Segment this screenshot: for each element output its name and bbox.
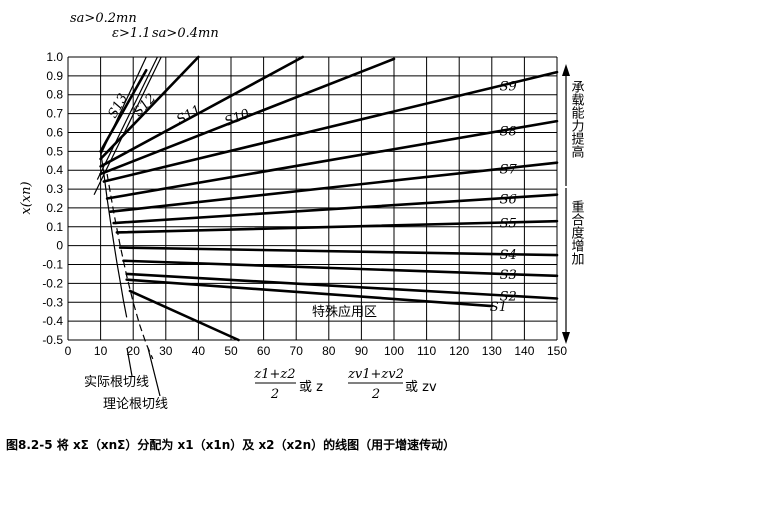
- figure-caption: 图8.2-5 将 xΣ（xnΣ）分配为 x1（x1n）及 x2（x2n）的线图（…: [6, 438, 456, 452]
- theory-root-pointer: [147, 347, 161, 397]
- svg-text:或 zv: 或 zv: [405, 380, 437, 395]
- annotation-eps: ε>1.1: [112, 26, 151, 41]
- y-tick-label: 0.7: [46, 107, 63, 121]
- series-line-s9: [102, 70, 559, 183]
- series-line-s13: [99, 68, 148, 153]
- theory-root-cut-line: [106, 173, 154, 360]
- root-cut-lines: [100, 151, 154, 360]
- series-label-s4: S4: [500, 248, 517, 263]
- series-line-s2: [125, 272, 559, 300]
- series-line-s4: [118, 246, 559, 257]
- x-tick-label: 150: [547, 344, 567, 358]
- x-axis-label-2: zv1+zv2 2 或 zv: [347, 367, 437, 402]
- series-label-s2: S2: [500, 289, 517, 304]
- svg-text:2: 2: [270, 387, 279, 402]
- y-tick-label: 0.5: [46, 144, 63, 158]
- y-axis-ticks: 1.0 0.9 0.8 0.7 0.6 0.5 0.4 0.3 0.2 0.1 0 -0.1 -0.2 -…: [42, 50, 63, 347]
- y-tick-label: 0.3: [46, 182, 63, 196]
- series-line-s10: [99, 57, 396, 176]
- y-tick-label: 0: [56, 239, 63, 253]
- series-line-s3: [122, 259, 559, 278]
- series-line-s1: [125, 278, 494, 308]
- x-tick-label: 30: [159, 344, 173, 358]
- y-tick-label: 0.8: [46, 88, 63, 102]
- y-tick-label: 0.6: [46, 125, 63, 139]
- y-tick-label: -0.2: [42, 276, 63, 290]
- series-label-s6: S6: [500, 192, 517, 207]
- series-lines: [99, 55, 559, 342]
- x-tick-label: 60: [257, 344, 271, 358]
- svg-text:zv1+zv2: zv1+zv2: [347, 367, 404, 382]
- series-line-s6: [112, 193, 559, 225]
- x-tick-label: 90: [355, 344, 369, 358]
- aux-line: [96, 56, 158, 180]
- series-label-s7: S7: [500, 163, 518, 178]
- y-tick-label: -0.5: [42, 333, 63, 347]
- x-tick-label: 10: [94, 344, 108, 358]
- right-arrow-down: 重合度增加: [562, 188, 584, 344]
- series-line-s12: [99, 55, 200, 161]
- series-label-s5: S5: [500, 217, 517, 232]
- y-tick-label: -0.1: [42, 258, 63, 272]
- series-label-s1: S1: [490, 300, 507, 315]
- svg-text:2: 2: [371, 387, 380, 402]
- series-label-s10: S10: [223, 107, 252, 130]
- svg-text:或 z: 或 z: [299, 380, 323, 395]
- series-label-s12: S12: [131, 91, 159, 120]
- series-line-s8: [105, 119, 559, 200]
- x-tick-label: 120: [449, 344, 469, 358]
- svg-text:z1+z2: z1+z2: [253, 367, 295, 382]
- special-zone-line: [128, 289, 240, 342]
- series-line-s7: [109, 161, 559, 214]
- series-label-s11: S11: [174, 103, 204, 128]
- x-tick-label: 50: [224, 344, 238, 358]
- actual-root-pointer: [126, 347, 133, 377]
- annotation-theory-root: 理论根切线: [103, 397, 168, 412]
- svg-text:重合度增加: 重合度增加: [569, 199, 585, 266]
- y-tick-label: -0.4: [42, 314, 63, 328]
- series-label-s8: S8: [500, 125, 517, 140]
- series-label-s9: S9: [500, 79, 517, 94]
- y-tick-label: 0.4: [46, 163, 63, 177]
- annotation-special-zone: 特殊应用区: [312, 304, 377, 320]
- x-tick-label: 70: [290, 344, 304, 358]
- y-tick-label: 0.2: [46, 201, 63, 215]
- x-tick-label: 140: [514, 344, 534, 358]
- x-axis-ticks: 0 10 20 30 40 50 60 70 80 90 100 110 120 130 140 150: [65, 344, 568, 358]
- x-axis-label-1: z1+z2 2 或 z: [253, 367, 323, 402]
- x-tick-label: 0: [65, 344, 72, 358]
- y-tick-label: 1.0: [46, 50, 63, 64]
- annotation-actual-root: 实际根切线: [84, 375, 149, 390]
- series-label-s3: S3: [500, 268, 517, 283]
- x-tick-label: 20: [127, 344, 141, 358]
- annotation-sa04: sa>0.4mn: [152, 26, 219, 41]
- series-line-s5: [115, 219, 559, 234]
- y-tick-label: -0.3: [42, 295, 63, 309]
- right-arrow-up: 承载能力提高: [562, 64, 584, 186]
- x-tick-label: 40: [192, 344, 206, 358]
- x-tick-label: 100: [384, 344, 404, 358]
- x-tick-label: 80: [322, 344, 336, 358]
- y-tick-label: 0.1: [46, 220, 63, 234]
- y-tick-label: 0.9: [46, 69, 63, 83]
- x-tick-label: 130: [482, 344, 502, 358]
- x-tick-label: 110: [417, 344, 436, 358]
- annotation-sa02: sa>0.2mn: [70, 11, 137, 26]
- svg-text:承载能力提高: 承载能力提高: [569, 80, 585, 158]
- series-line-s11: [99, 55, 305, 168]
- y-axis-label: x(xn): [19, 181, 34, 214]
